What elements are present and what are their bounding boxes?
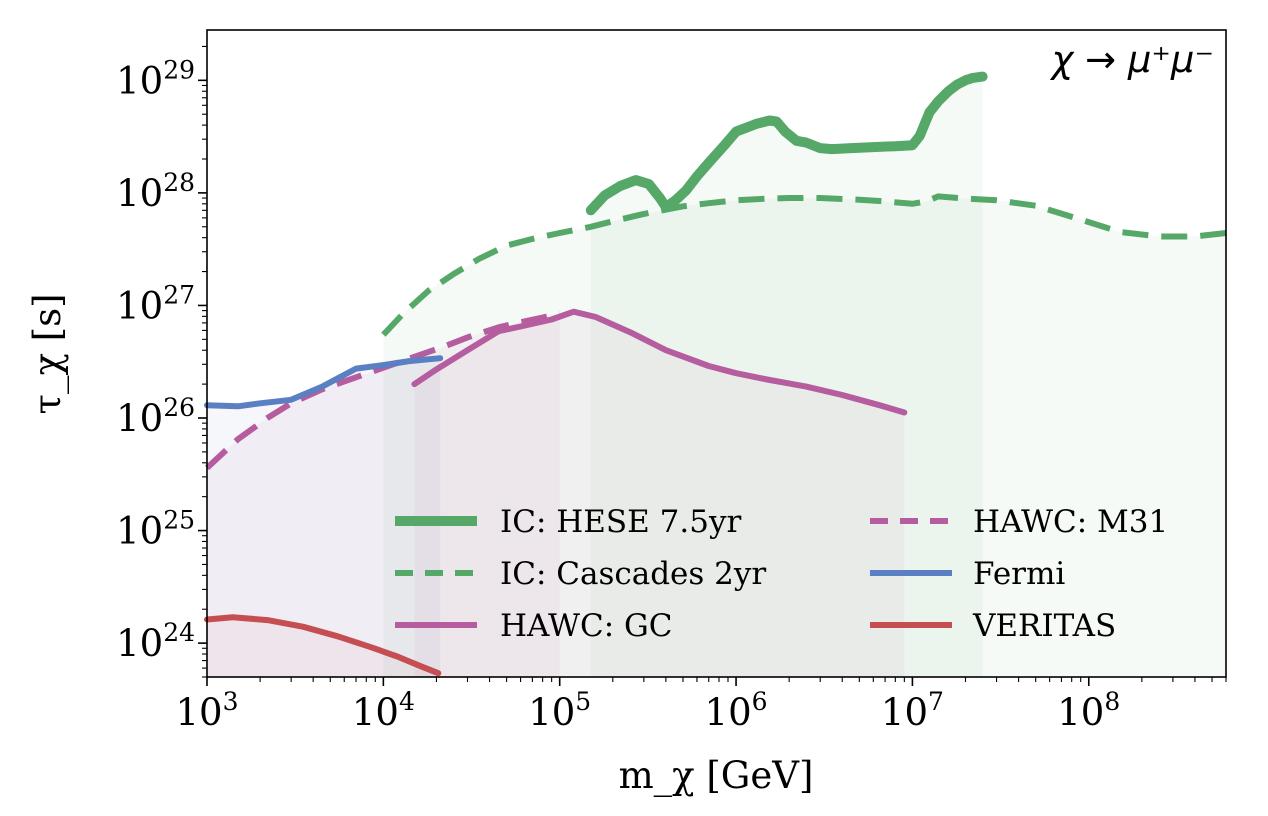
- shaded-region-5: [207, 617, 439, 677]
- tick-labels: 103 104 105 106 107 108 1024 1025 1026 1027 1028 10…: [116, 55, 1120, 734]
- legend-label-3: HAWC: M31: [973, 504, 1168, 540]
- y-tick-label: 1026: [116, 393, 195, 440]
- series-line-1: [381, 193, 1227, 337]
- shaded-region-4: [207, 358, 441, 677]
- y-axis-label: τ_χ [s]: [26, 293, 70, 414]
- legend: IC: HESE 7.5yr IC: Cascades 2yr HAWC: GC HA…: [395, 504, 1168, 644]
- x-tick-label: 103: [176, 687, 239, 734]
- x-axis-label: m_χ [GeV]: [619, 754, 814, 798]
- shaded-region-2: [414, 311, 905, 677]
- y-tick-label: 1024: [116, 618, 195, 665]
- legend-label-2: HAWC: GC: [500, 608, 673, 644]
- y-tick-label: 1029: [116, 55, 195, 102]
- x-tick-label: 104: [352, 687, 415, 734]
- series-line-3: [204, 310, 561, 471]
- y-tick-label: 1025: [116, 506, 195, 553]
- legend-label-1: IC: Cascades 2yr: [500, 556, 766, 592]
- y-tick-label: 1027: [116, 280, 195, 327]
- x-tick-label: 105: [528, 687, 591, 734]
- channel-annotation: χ → μ⁺μ⁻: [1049, 38, 1214, 81]
- x-tick-label: 106: [705, 687, 768, 734]
- series-line-2: [411, 308, 908, 416]
- series-line-0: [585, 71, 988, 216]
- y-tick-label: 1028: [116, 168, 195, 215]
- x-tick-label: 108: [1057, 687, 1120, 734]
- shaded-region-0: [590, 76, 983, 678]
- plot-frame: [206, 29, 1227, 678]
- shaded-region-3: [207, 313, 560, 677]
- legend-label-4: Fermi: [973, 556, 1065, 592]
- legend-label-5: VERITAS: [972, 608, 1116, 644]
- series-lines: [204, 71, 1227, 677]
- legend-label-0: IC: HESE 7.5yr: [500, 504, 741, 540]
- axis-ticks: [198, 45, 1227, 686]
- series-line-5: [204, 614, 442, 677]
- series-line-4: [204, 355, 444, 410]
- x-tick-label: 107: [881, 687, 944, 734]
